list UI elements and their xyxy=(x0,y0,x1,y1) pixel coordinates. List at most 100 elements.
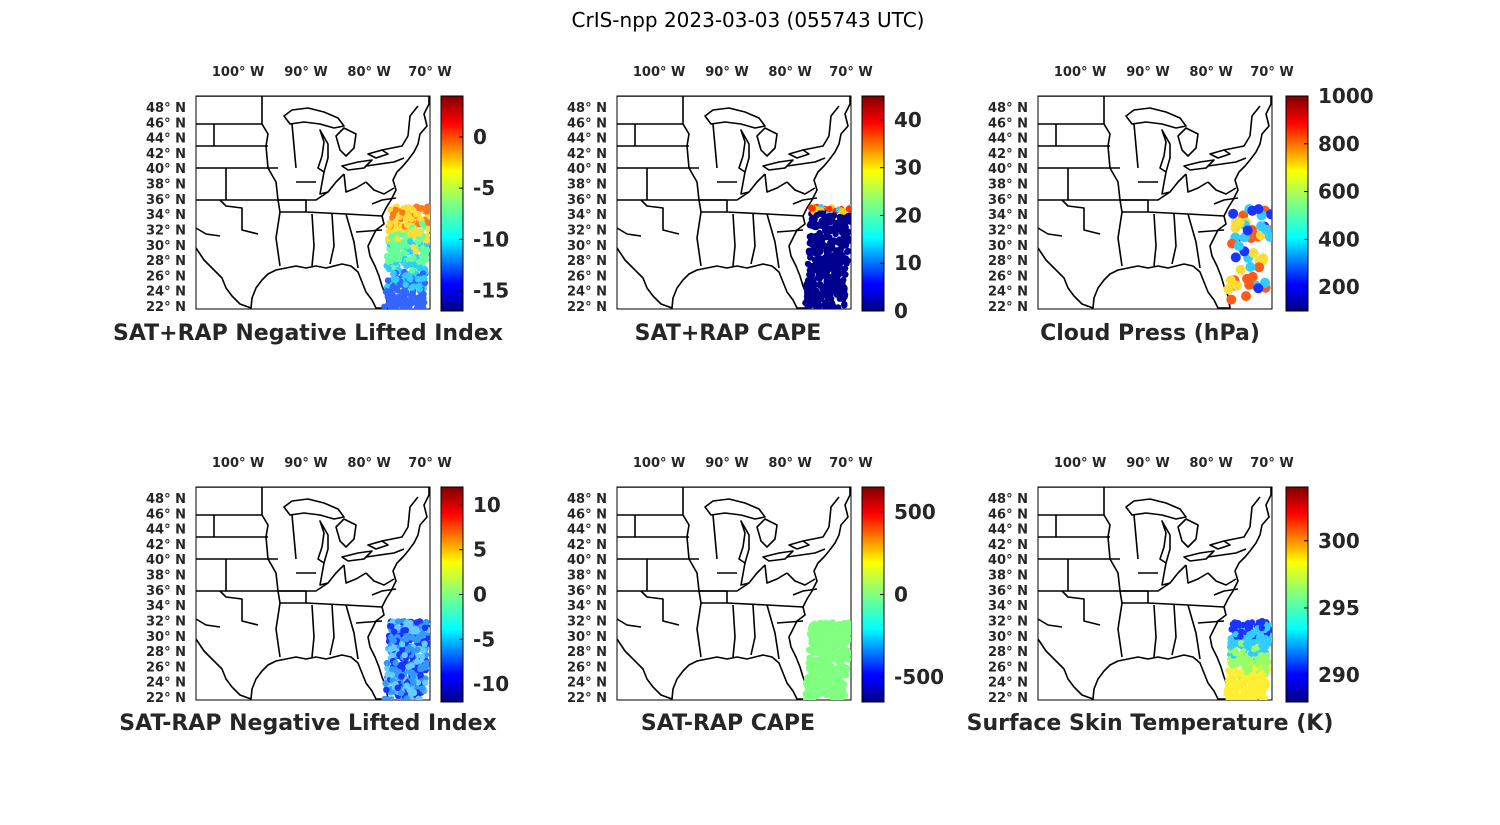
lat-tick-label: 24° N xyxy=(988,676,1028,691)
lat-tick-label: 26° N xyxy=(146,269,186,284)
lat-tick-label: 40° N xyxy=(988,162,1028,177)
lat-tick-label: 30° N xyxy=(988,239,1028,254)
lat-tick-label: 30° N xyxy=(567,630,607,645)
lon-tick-label: 70° W xyxy=(408,456,451,471)
lon-tick-label: 90° W xyxy=(1126,456,1169,471)
lat-tick-label: 48° N xyxy=(146,101,186,116)
colorbar-tick-label: -10 xyxy=(473,672,509,696)
lat-tick-label: 38° N xyxy=(567,569,607,584)
lat-tick-label: 36° N xyxy=(146,584,186,599)
colorbar-tick-label: -10 xyxy=(473,227,509,251)
lon-tick-label: 90° W xyxy=(705,456,748,471)
lat-tick-label: 32° N xyxy=(567,614,607,629)
map-panel: 100° W 90° W 80° W 70° W 48° N46° N44° N42° … xyxy=(988,65,1374,346)
lat-tick-label: 40° N xyxy=(146,553,186,568)
lat-tick-label: 26° N xyxy=(988,660,1028,675)
colorbar-tick-label: -5 xyxy=(473,627,495,651)
map-frame xyxy=(1037,95,1273,310)
colorbar-tick-label: 0 xyxy=(473,125,487,149)
lat-tick-label: 46° N xyxy=(988,116,1028,131)
lat-tick-label: 22° N xyxy=(567,300,607,315)
lat-tick-label: 42° N xyxy=(567,147,607,162)
lat-tick-label: 24° N xyxy=(988,285,1028,300)
lat-tick-label: 30° N xyxy=(146,239,186,254)
lat-tick-label: 30° N xyxy=(988,630,1028,645)
lat-tick-label: 42° N xyxy=(146,147,186,162)
lat-tick-label: 38° N xyxy=(988,569,1028,584)
map-panel: 100° W 90° W 80° W 70° W 48° N46° N44° N42° … xyxy=(113,65,509,346)
lat-tick-label: 22° N xyxy=(988,691,1028,706)
lat-tick-label: 26° N xyxy=(567,660,607,675)
lat-tick-label: 36° N xyxy=(567,584,607,599)
lon-tick-label: 100° W xyxy=(1054,456,1107,471)
panel-title: Surface Skin Temperature (K) xyxy=(967,711,1334,736)
swath-points xyxy=(381,618,430,700)
lat-tick-label: 32° N xyxy=(146,614,186,629)
lat-tick-label: 30° N xyxy=(567,239,607,254)
lat-tick-label: 40° N xyxy=(567,553,607,568)
lon-tick-label: 100° W xyxy=(1054,65,1107,80)
lat-tick-label: 48° N xyxy=(988,492,1028,507)
lat-tick-label: 28° N xyxy=(146,254,186,269)
lat-tick-label: 24° N xyxy=(146,676,186,691)
lat-tick-label: 42° N xyxy=(146,538,186,553)
lat-tick-label: 28° N xyxy=(567,645,607,660)
lat-tick-label: 46° N xyxy=(146,507,186,522)
lon-tick-label: 90° W xyxy=(284,456,327,471)
lon-tick-label: 70° W xyxy=(408,65,451,80)
lon-tick-label: 70° W xyxy=(829,456,872,471)
lat-tick-label: 36° N xyxy=(988,584,1028,599)
lat-tick-label: 22° N xyxy=(146,300,186,315)
lon-tick-label: 70° W xyxy=(1250,456,1293,471)
lat-tick-label: 22° N xyxy=(567,691,607,706)
lat-tick-label: 36° N xyxy=(146,193,186,208)
panel-title: SAT-RAP Negative Lifted Index xyxy=(119,711,496,736)
lat-tick-label: 38° N xyxy=(146,178,186,193)
lon-tick-label: 80° W xyxy=(347,65,390,80)
colorbar-tick-label: -15 xyxy=(473,279,509,303)
lat-tick-label: 34° N xyxy=(988,599,1028,614)
lat-tick-label: 44° N xyxy=(567,132,607,147)
swath-points xyxy=(1223,204,1272,305)
lat-tick-label: 26° N xyxy=(146,660,186,675)
map-panel: 100° W 90° W 80° W 70° W 48° N46° N44° N42° … xyxy=(567,456,944,736)
lon-tick-label: 100° W xyxy=(633,65,686,80)
lat-tick-label: 48° N xyxy=(567,492,607,507)
figure-title: CrIS-npp 2023-03-03 (055743 UTC) xyxy=(572,8,925,32)
colorbar-tick-label: 30 xyxy=(894,156,922,180)
lat-tick-label: 36° N xyxy=(988,193,1028,208)
colorbar xyxy=(1285,486,1309,703)
lon-tick-label: 80° W xyxy=(1189,456,1232,471)
colorbar-tick-label: 800 xyxy=(1318,132,1360,156)
lon-tick-label: 70° W xyxy=(829,65,872,80)
colorbar-tick-label: 5 xyxy=(473,538,487,562)
map-panel: 100° W 90° W 80° W 70° W 48° N46° N44° N42° … xyxy=(567,65,922,346)
colorbar xyxy=(440,95,464,312)
lon-tick-label: 90° W xyxy=(705,65,748,80)
colorbar xyxy=(1285,95,1309,312)
lat-tick-label: 26° N xyxy=(567,269,607,284)
panel-title: SAT-RAP CAPE xyxy=(641,711,815,736)
lat-tick-label: 46° N xyxy=(567,116,607,131)
colorbar-tick-label: 40 xyxy=(894,108,922,132)
lat-tick-label: 22° N xyxy=(988,300,1028,315)
colorbar-tick-label: 200 xyxy=(1318,275,1360,299)
lon-tick-label: 80° W xyxy=(1189,65,1232,80)
lat-tick-label: 34° N xyxy=(567,599,607,614)
lat-tick-label: 40° N xyxy=(988,553,1028,568)
lat-tick-label: 36° N xyxy=(567,193,607,208)
lat-tick-label: 42° N xyxy=(567,538,607,553)
lon-tick-label: 90° W xyxy=(1126,65,1169,80)
colorbar-tick-label: -500 xyxy=(894,665,944,689)
swath-points xyxy=(802,619,851,700)
lon-tick-label: 100° W xyxy=(212,456,265,471)
lat-tick-label: 32° N xyxy=(988,223,1028,238)
lat-tick-label: 48° N xyxy=(567,101,607,116)
colorbar-tick-label: 10 xyxy=(473,493,501,517)
swath-points xyxy=(381,203,430,309)
lat-tick-label: 46° N xyxy=(567,507,607,522)
lat-tick-label: 38° N xyxy=(988,178,1028,193)
lon-tick-label: 80° W xyxy=(768,456,811,471)
colorbar-tick-label: 0 xyxy=(473,583,487,607)
